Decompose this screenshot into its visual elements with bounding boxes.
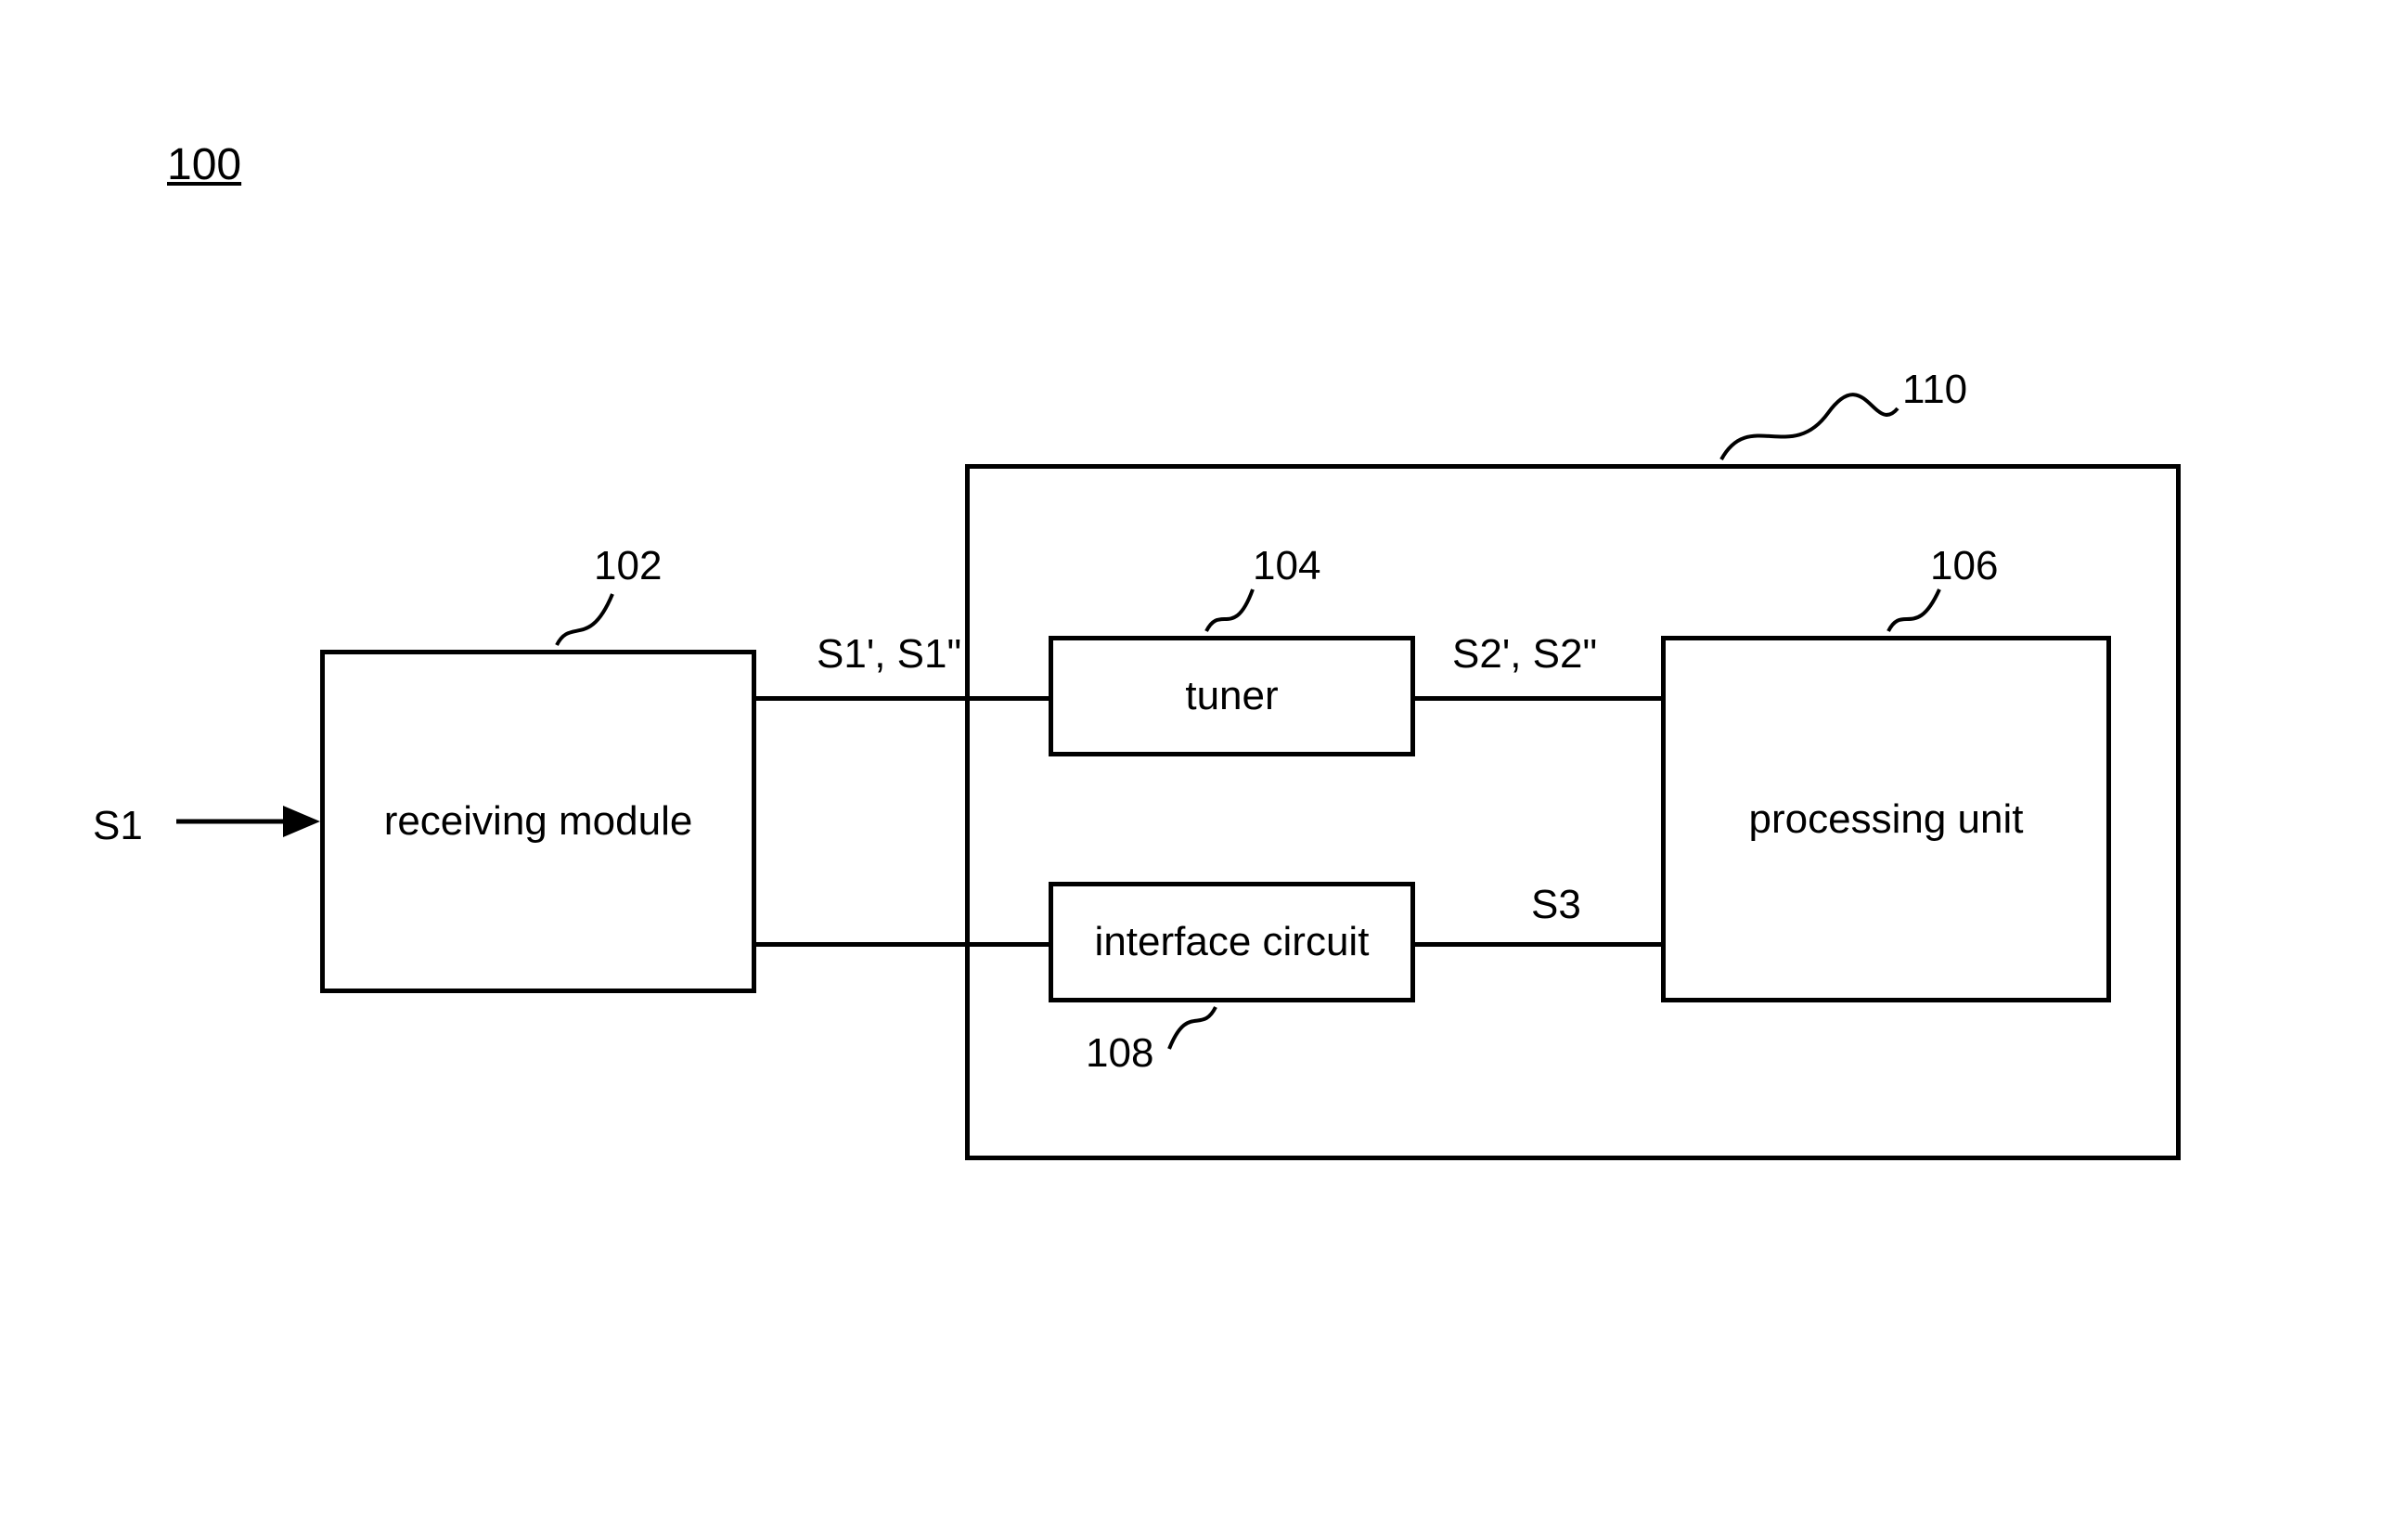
ref-104: 104 xyxy=(1253,543,1320,589)
arrow-s1-head xyxy=(283,806,320,837)
diagram-stage: 100 S1 receiving module 102 110 tuner 10… xyxy=(0,0,2408,1525)
ref-108: 108 xyxy=(1086,1030,1153,1077)
edge-label-s3: S3 xyxy=(1531,882,1581,928)
tuner-box: tuner xyxy=(1049,636,1415,756)
ref-102: 102 xyxy=(594,543,662,589)
edge-iface-to-pu xyxy=(1415,942,1661,947)
edge-rm-to-tuner xyxy=(756,696,1049,701)
ref-110: 110 xyxy=(1902,367,1967,413)
ref-106: 106 xyxy=(1930,543,1998,589)
edge-label-s1p: S1', S1" xyxy=(817,631,961,678)
tuner-label: tuner xyxy=(1185,673,1278,719)
edge-rm-to-iface xyxy=(756,942,1049,947)
squiggle-102 xyxy=(557,594,612,645)
figure-ref-100: 100 xyxy=(167,139,241,190)
processing-unit-box: processing unit xyxy=(1661,636,2111,1002)
interface-circuit-label: interface circuit xyxy=(1095,919,1370,965)
edge-label-s2p: S2', S2" xyxy=(1452,631,1597,678)
squiggle-110 xyxy=(1721,394,1898,459)
processing-unit-label: processing unit xyxy=(1749,796,2024,843)
interface-circuit-box: interface circuit xyxy=(1049,882,1415,1002)
edge-tuner-to-pu xyxy=(1415,696,1661,701)
receiving-module-box: receiving module xyxy=(320,650,756,993)
signal-s1-label: S1 xyxy=(93,803,143,849)
receiving-module-label: receiving module xyxy=(384,798,693,845)
